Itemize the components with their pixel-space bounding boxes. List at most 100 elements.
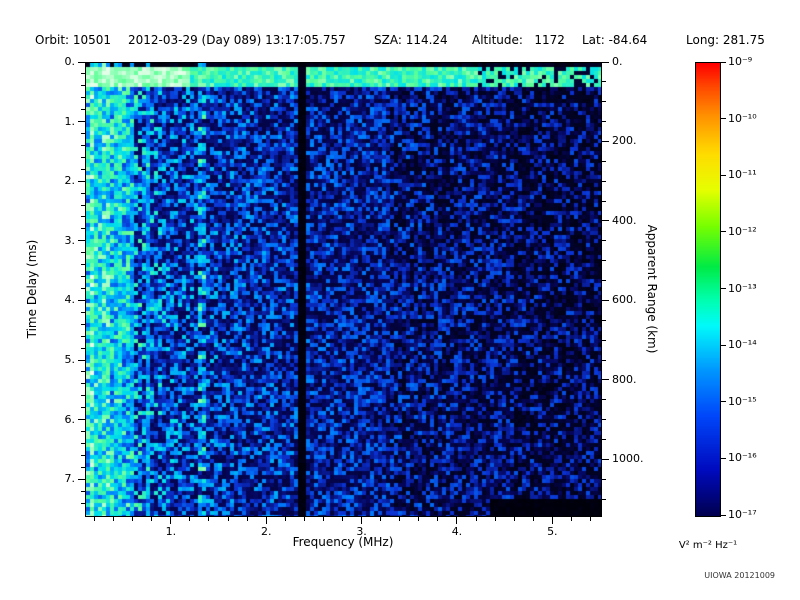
y-tick-label: 4. [64, 293, 76, 307]
colorbar-tick [721, 174, 726, 176]
y2-minor-tick [602, 339, 606, 341]
y2-tick [602, 299, 609, 301]
y2-tick [602, 458, 609, 460]
y-tick [78, 121, 85, 123]
colorbar-tick-label: 10⁻¹¹ [728, 168, 757, 182]
y-tick-label: 7. [64, 472, 76, 486]
y-tick [78, 359, 85, 361]
colorbar-tick-label: 10⁻¹² [728, 224, 757, 238]
x-tick [551, 517, 553, 524]
y2-tick-label: 200. [612, 134, 637, 148]
colorbar-canvas [695, 62, 721, 517]
y2-minor-tick [602, 280, 606, 282]
y2-minor-tick [602, 399, 606, 401]
x-tick [456, 517, 458, 524]
credit-text: UIOWA 20121009 [704, 571, 775, 580]
y-tick-label: 0. [64, 55, 76, 68]
x-tick-label: 1. [165, 525, 177, 538]
y2-minor-tick [602, 498, 606, 500]
y2-minor-tick [602, 121, 606, 123]
y2-tick-label: 1000. [612, 452, 644, 466]
colorbar-tick-label: 10⁻⁹ [728, 55, 753, 68]
x-minor-tick [399, 517, 401, 521]
y2-minor-tick [602, 260, 606, 262]
y-tick-label: 3. [64, 233, 76, 247]
y2-minor-tick [602, 180, 606, 182]
colorbar-tick-label: 10⁻¹⁰ [728, 111, 757, 125]
x-minor-tick [94, 517, 96, 521]
header-long: Long: 281.75 [686, 33, 765, 47]
y2-minor-tick [602, 319, 606, 321]
x-minor-tick [437, 517, 439, 521]
x-minor-tick [418, 517, 420, 521]
x-minor-tick [151, 517, 153, 521]
x-minor-tick [208, 517, 210, 521]
y2-minor-tick [602, 439, 606, 440]
colorbar-tick-label: 10⁻¹⁶ [728, 451, 757, 465]
x-minor-tick [494, 517, 496, 521]
x-minor-tick [342, 517, 343, 521]
colorbar-tick [721, 344, 726, 346]
x-minor-tick [132, 517, 134, 521]
colorbar-tick-label: 10⁻¹⁷ [728, 508, 757, 521]
x-tick-label: 5. [547, 525, 558, 538]
y2-minor-tick [602, 478, 606, 480]
header-lat: Lat: -84.64 [582, 33, 648, 47]
y-tick [78, 61, 85, 63]
x-minor-tick [589, 517, 591, 521]
y2-tick [602, 379, 609, 381]
colorbar-tick [721, 401, 726, 403]
spectrogram-canvas [85, 62, 602, 517]
x-minor-tick [189, 517, 191, 521]
y2-minor-tick [602, 359, 606, 361]
x-axis-title: Frequency (MHz) [292, 535, 394, 549]
colorbar-tick [721, 118, 726, 120]
colorbar-units-label: V² m⁻² Hz⁻¹ [678, 540, 738, 551]
y2-minor-tick [602, 81, 606, 83]
y-tick-label: 6. [64, 412, 76, 426]
colorbar-tick-label: 10⁻¹⁵ [728, 394, 757, 408]
y-tick [78, 419, 85, 421]
colorbar-tick [721, 61, 726, 63]
y2-axis-title: Apparent Range (km) [645, 224, 659, 354]
y2-tick-label: 0. [612, 55, 623, 68]
x-minor-tick [513, 517, 515, 521]
y-tick-label: 1. [64, 114, 76, 128]
y2-minor-tick [602, 200, 606, 202]
x-tick [361, 517, 363, 524]
y-tick-label: 5. [64, 353, 76, 367]
x-minor-tick [380, 517, 382, 521]
colorbar-tick [721, 231, 726, 233]
y2-tick [602, 61, 609, 63]
x-minor-tick [227, 517, 229, 521]
header-orbit: Orbit: 10501 [35, 33, 112, 47]
y-tick [78, 299, 85, 301]
x-minor-tick [246, 517, 248, 521]
header-datetime: 2012-03-29 (Day 089) 13:17:05.757 [128, 33, 346, 47]
colorbar-tick [721, 514, 726, 516]
y2-tick [602, 220, 609, 222]
y2-minor-tick [602, 419, 606, 421]
y-tick [78, 180, 85, 182]
colorbar-tick-label: 10⁻¹³ [728, 281, 757, 295]
y2-minor-tick [602, 160, 606, 162]
x-minor-tick [570, 517, 572, 521]
x-minor-tick [303, 517, 305, 521]
colorbar-tick [721, 288, 726, 289]
colorbar-tick-label: 10⁻¹⁴ [728, 338, 757, 352]
x-minor-tick [475, 517, 477, 521]
y2-tick [602, 140, 609, 142]
x-tick [170, 517, 172, 524]
x-minor-tick [532, 517, 534, 521]
header-altitude: Altitude: 1172 [472, 33, 565, 47]
x-tick [265, 517, 267, 524]
colorbar-tick [721, 457, 726, 459]
x-minor-tick [113, 517, 115, 521]
x-minor-tick [284, 517, 286, 521]
y2-minor-tick [602, 240, 606, 242]
y-tick [78, 240, 85, 242]
x-minor-tick [322, 517, 324, 521]
header-sza: SZA: 114.24 [374, 33, 448, 47]
y-tick-label: 2. [64, 174, 76, 188]
